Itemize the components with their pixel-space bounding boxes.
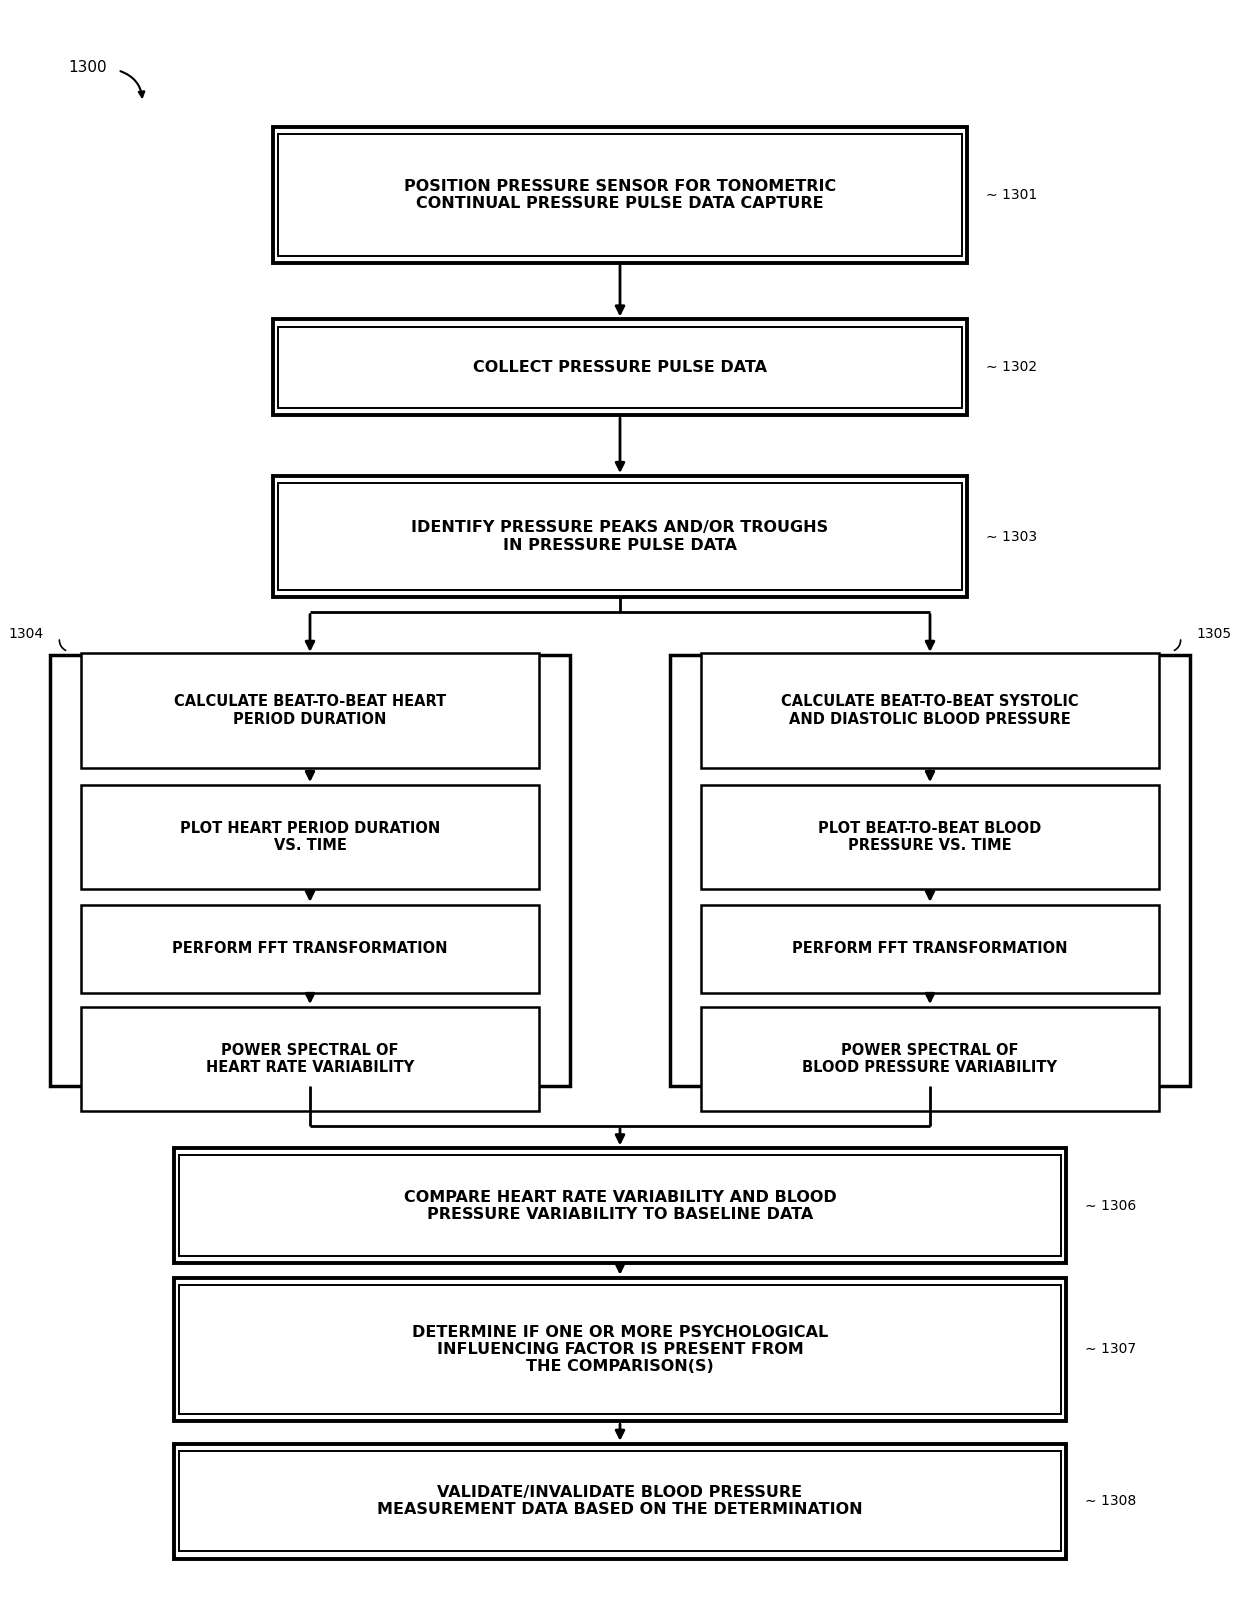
- Bar: [278, 482, 962, 591]
- Text: ∼ 1306: ∼ 1306: [1085, 1199, 1136, 1212]
- Bar: [50, 655, 570, 1086]
- Bar: [273, 476, 967, 597]
- Text: 1300: 1300: [68, 59, 107, 75]
- Text: 1305: 1305: [1197, 628, 1231, 640]
- Bar: [81, 786, 539, 888]
- Text: VALIDATE/INVALIDATE BLOOD PRESSURE
MEASUREMENT DATA BASED ON THE DETERMINATION: VALIDATE/INVALIDATE BLOOD PRESSURE MEASU…: [377, 1485, 863, 1517]
- Text: DETERMINE IF ONE OR MORE PSYCHOLOGICAL
INFLUENCING FACTOR IS PRESENT FROM
THE CO: DETERMINE IF ONE OR MORE PSYCHOLOGICAL I…: [412, 1324, 828, 1375]
- Bar: [174, 1444, 1066, 1559]
- Text: ∼ 1307: ∼ 1307: [1085, 1343, 1136, 1356]
- Text: CALCULATE BEAT-TO-BEAT SYSTOLIC
AND DIASTOLIC BLOOD PRESSURE: CALCULATE BEAT-TO-BEAT SYSTOLIC AND DIAS…: [781, 695, 1079, 727]
- Text: ∼ 1301: ∼ 1301: [986, 188, 1037, 201]
- Bar: [273, 128, 967, 264]
- Bar: [701, 1008, 1159, 1112]
- Bar: [180, 1284, 1060, 1415]
- Bar: [180, 1450, 1060, 1552]
- Text: POWER SPECTRAL OF
BLOOD PRESSURE VARIABILITY: POWER SPECTRAL OF BLOOD PRESSURE VARIABI…: [802, 1043, 1058, 1075]
- Text: COLLECT PRESSURE PULSE DATA: COLLECT PRESSURE PULSE DATA: [472, 359, 768, 375]
- Text: IDENTIFY PRESSURE PEAKS AND/OR TROUGHS
IN PRESSURE PULSE DATA: IDENTIFY PRESSURE PEAKS AND/OR TROUGHS I…: [412, 521, 828, 553]
- Text: 1304: 1304: [9, 628, 43, 640]
- Bar: [81, 904, 539, 992]
- Text: ∼ 1302: ∼ 1302: [986, 361, 1037, 374]
- Text: ∼ 1308: ∼ 1308: [1085, 1495, 1136, 1508]
- Bar: [701, 904, 1159, 992]
- Text: POSITION PRESSURE SENSOR FOR TONOMETRIC
CONTINUAL PRESSURE PULSE DATA CAPTURE: POSITION PRESSURE SENSOR FOR TONOMETRIC …: [404, 179, 836, 211]
- Bar: [273, 319, 967, 415]
- Bar: [670, 655, 1190, 1086]
- Text: COMPARE HEART RATE VARIABILITY AND BLOOD
PRESSURE VARIABILITY TO BASELINE DATA: COMPARE HEART RATE VARIABILITY AND BLOOD…: [404, 1190, 836, 1222]
- Text: PERFORM FFT TRANSFORMATION: PERFORM FFT TRANSFORMATION: [792, 941, 1068, 957]
- Bar: [701, 786, 1159, 888]
- Bar: [278, 327, 962, 409]
- Bar: [81, 1008, 539, 1112]
- Text: PLOT BEAT-TO-BEAT BLOOD
PRESSURE VS. TIME: PLOT BEAT-TO-BEAT BLOOD PRESSURE VS. TIM…: [818, 821, 1042, 853]
- Text: PERFORM FFT TRANSFORMATION: PERFORM FFT TRANSFORMATION: [172, 941, 448, 957]
- Bar: [701, 653, 1159, 768]
- Text: ∼ 1303: ∼ 1303: [986, 530, 1037, 543]
- Bar: [174, 1278, 1066, 1421]
- Text: POWER SPECTRAL OF
HEART RATE VARIABILITY: POWER SPECTRAL OF HEART RATE VARIABILITY: [206, 1043, 414, 1075]
- Bar: [174, 1148, 1066, 1263]
- Text: CALCULATE BEAT-TO-BEAT HEART
PERIOD DURATION: CALCULATE BEAT-TO-BEAT HEART PERIOD DURA…: [174, 695, 446, 727]
- Bar: [278, 134, 962, 256]
- Bar: [81, 653, 539, 768]
- Text: PLOT HEART PERIOD DURATION
VS. TIME: PLOT HEART PERIOD DURATION VS. TIME: [180, 821, 440, 853]
- Bar: [180, 1156, 1060, 1255]
